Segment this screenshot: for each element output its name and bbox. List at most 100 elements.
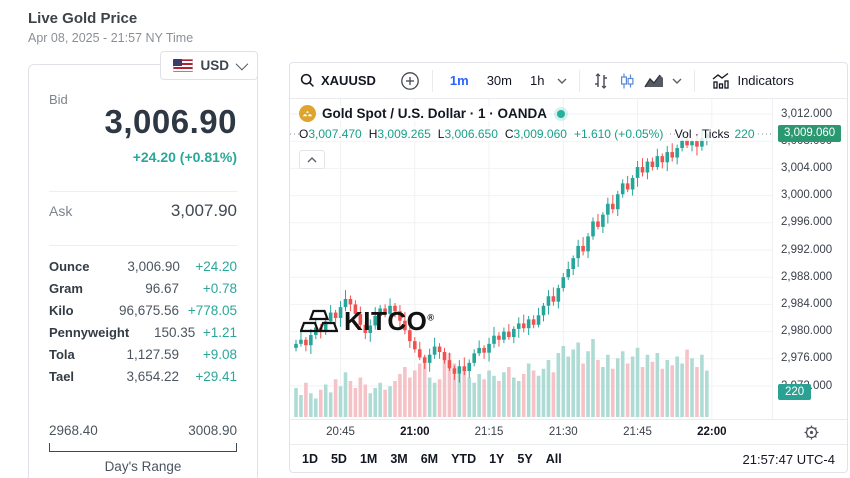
currency-selector[interactable]: USD: [160, 51, 258, 80]
volume-bar: [512, 377, 516, 417]
range-button-YTD[interactable]: YTD: [451, 452, 477, 466]
candle: [487, 343, 491, 353]
unit-value: 3,006.90: [127, 258, 180, 274]
symbol-search-button[interactable]: XAUUSD: [300, 73, 376, 88]
volume-bar: [685, 349, 689, 417]
candle: [665, 152, 670, 163]
candle: [388, 305, 392, 314]
candle: [477, 347, 481, 354]
page-title: Live Gold Price: [28, 10, 138, 27]
volume-bar: [635, 347, 640, 417]
volume-bar: [611, 368, 615, 417]
volume-bar: [432, 382, 437, 417]
chevron-up-icon: [307, 156, 317, 162]
page-subtitle: Apr 08, 2025 - 21:57 NY Time: [28, 31, 194, 45]
ask-value: 3,007.90: [170, 201, 237, 220]
days-range-low: 2968.40: [49, 423, 98, 438]
range-button-1D[interactable]: 1D: [302, 452, 318, 466]
volume-bar: [645, 354, 650, 417]
area-style-icon[interactable]: [644, 73, 664, 89]
volume-bar: [561, 346, 566, 417]
price-axis-label: 2,980.000: [781, 325, 833, 338]
ohlc-value: 3,007.470: [308, 127, 362, 141]
range-button-3M[interactable]: 3M: [390, 452, 408, 466]
volume-bar: [615, 358, 620, 417]
unit-label: Pennyweight: [49, 324, 130, 340]
candle: [323, 321, 328, 332]
candle: [526, 319, 531, 329]
volume-bar: [457, 374, 462, 417]
ohlc-key: H: [368, 127, 378, 141]
volume-bar: [606, 354, 610, 417]
unit-change: +778.05: [187, 302, 237, 318]
symbol-label: XAUUSD: [321, 73, 376, 88]
interval-30m[interactable]: 30m: [486, 73, 512, 88]
days-range-high: 3008.90: [188, 423, 237, 438]
range-button-6M[interactable]: 6M: [420, 452, 439, 466]
candle: [333, 312, 338, 318]
legend-collapse-button[interactable]: [299, 150, 325, 169]
bar-change-icon[interactable]: [592, 72, 610, 90]
candle: [516, 323, 521, 329]
candle: [442, 352, 447, 361]
volume-bar: [497, 381, 501, 417]
volume-bar: [507, 367, 511, 417]
clock[interactable]: 21:57:47 UTC-4: [742, 451, 836, 467]
volume-bar: [571, 349, 575, 417]
range-button-All[interactable]: All: [545, 452, 562, 466]
candle: [556, 288, 561, 302]
candle: [452, 368, 457, 374]
unit-change: +1.21: [202, 324, 237, 340]
candle: [363, 324, 368, 333]
range-button-5D[interactable]: 5D: [330, 452, 347, 466]
volume-bar: [299, 395, 303, 417]
price-axis[interactable]: 3,009.060 220 3,012.0003,008.0003,004.00…: [772, 99, 849, 419]
candle: [551, 296, 556, 302]
price-axis-label: 2,984.000: [781, 297, 833, 310]
interval-menu-chevron-icon[interactable]: [557, 78, 567, 84]
unit-row: Kilo 96,675.56 +778.05: [49, 299, 237, 321]
candlestick-style-icon[interactable]: [618, 72, 636, 90]
unit-row: Gram 96.67 +0.78: [49, 277, 237, 299]
candle: [383, 308, 387, 314]
candle: [635, 167, 640, 178]
axis-settings-gear-icon[interactable]: [804, 425, 819, 445]
indicators-label: Indicators: [737, 73, 794, 88]
bid-label: Bid: [49, 92, 68, 107]
interval-1h[interactable]: 1h: [530, 73, 545, 88]
candle: [457, 366, 462, 374]
range-button-1M[interactable]: 1M: [359, 452, 378, 466]
candle: [625, 183, 630, 190]
ohlc-key: O: [299, 127, 309, 141]
symbol-title[interactable]: Gold Spot / U.S. Dollar · 1 · OANDA: [322, 106, 548, 121]
volume-bar: [348, 381, 353, 417]
candle: [378, 308, 382, 316]
volume-bar: [467, 377, 472, 417]
volume-bar: [586, 351, 590, 417]
candle: [566, 269, 571, 278]
interval-1m[interactable]: 1m: [449, 73, 469, 88]
range-button-1Y[interactable]: 1Y: [489, 452, 505, 466]
candle: [680, 139, 684, 148]
range-button-5Y[interactable]: 5Y: [517, 452, 533, 466]
volume-bar: [591, 339, 595, 417]
indicators-button[interactable]: Indicators: [711, 72, 794, 90]
volume-bar: [521, 374, 526, 417]
volume-bar: [294, 388, 298, 417]
bid-value: 3,006.90: [104, 103, 237, 140]
time-axis[interactable]: 20:45 21:00 21:15 21:30 21:45 22:00: [290, 419, 847, 444]
volume-bar: [650, 361, 655, 417]
compare-add-button[interactable]: [400, 71, 420, 91]
candle: [561, 277, 566, 289]
currency-label: USD: [200, 58, 229, 73]
us-flag-icon: [173, 59, 194, 72]
style-menu-chevron-icon[interactable]: [672, 78, 682, 84]
volume-badge: 220: [778, 384, 812, 400]
candle: [596, 221, 600, 227]
search-icon: [300, 73, 314, 87]
candle: [615, 194, 620, 210]
candle: [373, 315, 377, 326]
divider: [49, 191, 237, 192]
chart-plot-area[interactable]: [290, 99, 772, 419]
market-status-dot[interactable]: [557, 109, 566, 118]
